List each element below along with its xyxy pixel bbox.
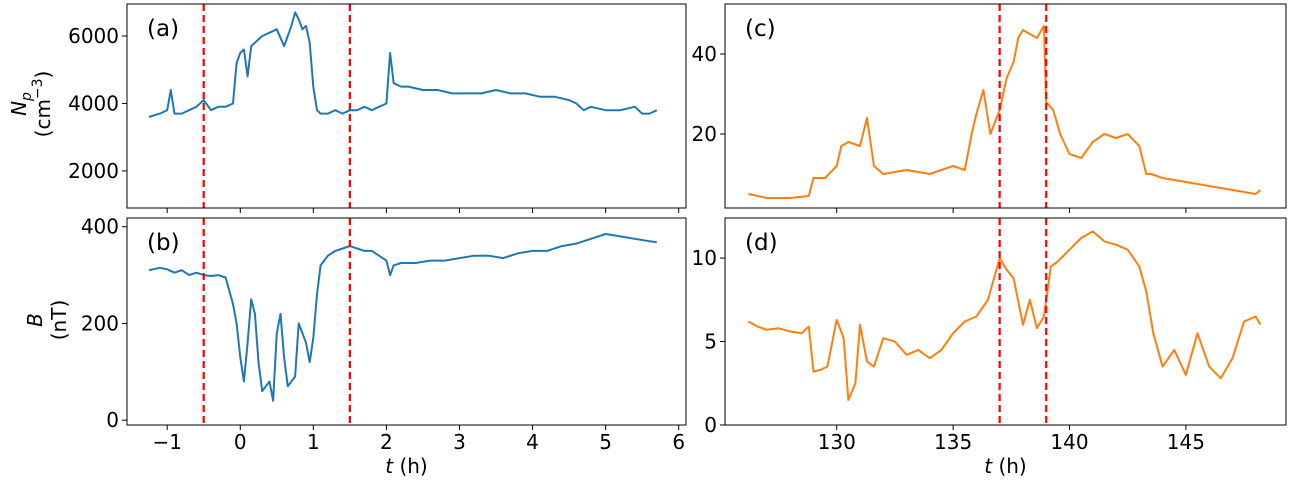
y-axis-label: B (nT) (23, 300, 71, 341)
panel-d-b-field: 130 135 140 145 0 5 10 (d) t (h) (692, 217, 1287, 478)
x-tick-label: 140 (1050, 430, 1088, 454)
panel-label: (b) (147, 230, 180, 256)
x-axis-label: t (h) (385, 454, 427, 478)
y-axis-label-subscript: p (19, 92, 35, 102)
series-line (748, 25, 1262, 199)
y-tick-label: 40 (692, 42, 717, 66)
x-tick-label: 2 (380, 430, 393, 454)
x-axis-label-var: t (984, 454, 993, 478)
x-axis-label: t (h) (984, 454, 1026, 478)
panel-label: (a) (147, 16, 179, 42)
panel-label: (c) (745, 16, 776, 42)
y-tick-label: 0 (704, 413, 717, 437)
series-line (148, 233, 657, 402)
axes-frame (126, 217, 687, 426)
y-tick-label: 4000 (68, 91, 119, 115)
x-tick-label: 4 (526, 430, 539, 454)
y-tick-label: 2000 (68, 159, 119, 183)
x-tick-label: 6 (672, 430, 685, 454)
y-axis-label-unit: (cm−3) (30, 71, 55, 138)
x-axis-label-unit: (h) (393, 454, 428, 478)
axes-frame (724, 217, 1287, 426)
y-tick-label: 20 (692, 122, 717, 146)
panel-a-np: 2000 4000 6000 (a) Np(cm−3) (7, 3, 687, 213)
series-line (148, 11, 658, 118)
x-tick-label: 135 (934, 430, 972, 454)
y-axis-label-unit: (nT) (47, 300, 71, 341)
x-axis-label-unit: (h) (992, 454, 1027, 478)
x-tick-label: 130 (818, 430, 856, 454)
axes-frame (724, 3, 1287, 209)
y-axis-label: Np(cm−3) (7, 71, 55, 138)
y-tick-label: 0 (106, 408, 119, 432)
y-tick-label: 10 (692, 246, 717, 270)
x-tick-label: −1 (152, 430, 181, 454)
x-tick-label: 0 (234, 430, 247, 454)
axes-frame (126, 3, 687, 209)
y-axis-unit-exponent: −3 (30, 78, 46, 99)
y-tick-label: 200 (81, 311, 119, 335)
y-axis-label-main: B (23, 313, 47, 327)
x-tick-label: 145 (1167, 430, 1205, 454)
y-tick-label: 5 (704, 330, 717, 354)
y-axis-unit-suffix: ) (31, 71, 55, 79)
panel-b-b-field: −1 0 1 2 3 4 5 6 0 200 400 (b) t (h) B (nT) (23, 215, 687, 478)
x-tick-label: 3 (453, 430, 466, 454)
panel-c-np: 20 40 (c) (692, 3, 1287, 213)
y-axis-unit-prefix: (cm (31, 99, 55, 137)
y-axis-label-var: Np (7, 92, 35, 116)
x-axis-label-var: t (385, 454, 394, 478)
y-axis-label-main: N (7, 101, 31, 116)
x-tick-label: 5 (599, 430, 612, 454)
panel-label: (d) (745, 230, 778, 256)
y-tick-label: 6000 (68, 24, 119, 48)
series-line (747, 230, 1262, 401)
y-tick-label: 400 (81, 215, 119, 239)
x-tick-label: 1 (307, 430, 320, 454)
